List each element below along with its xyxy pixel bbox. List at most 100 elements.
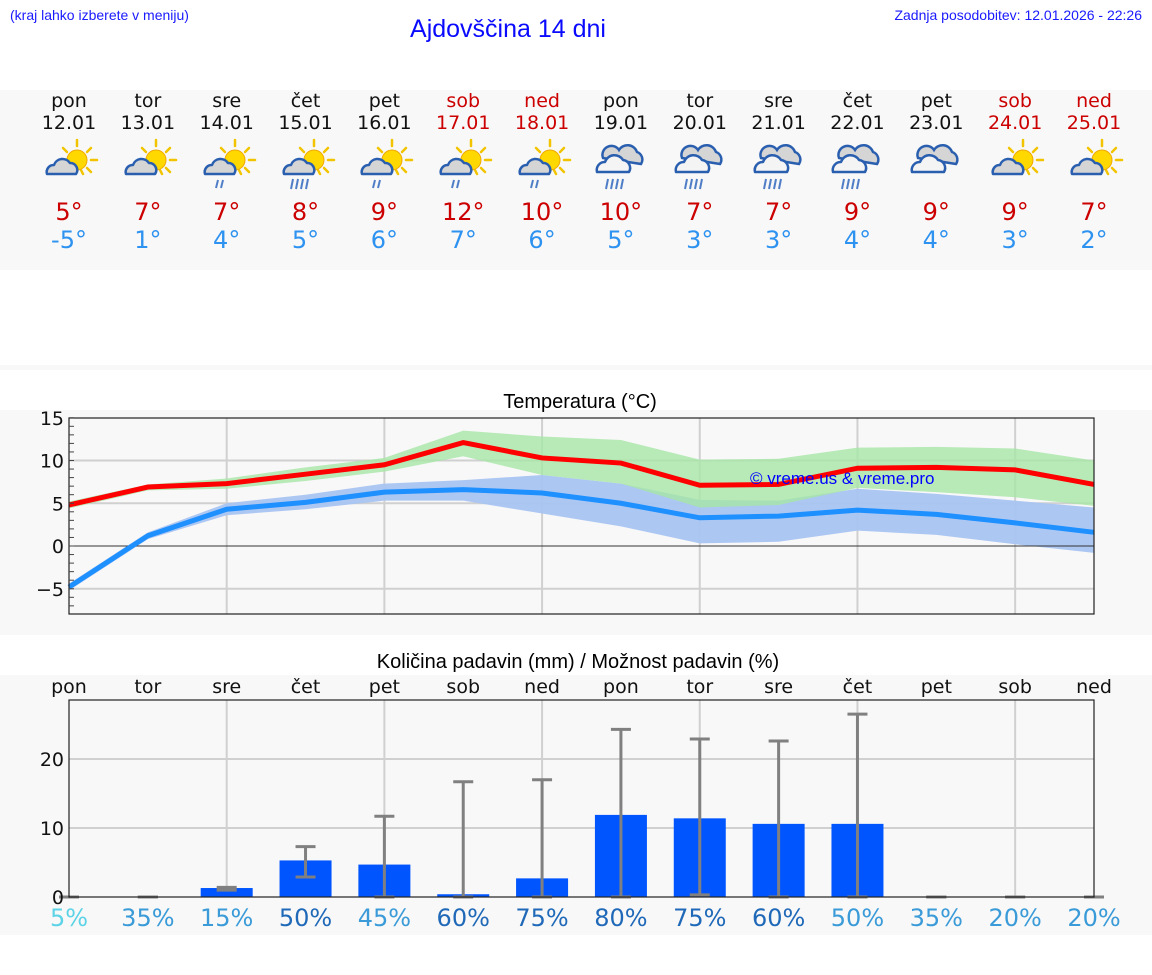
partly-sunny-light-rain-icon bbox=[197, 136, 257, 192]
min-temperature: -5° bbox=[51, 226, 87, 254]
precip-probability: 50% bbox=[279, 904, 332, 932]
precipitation-chart: Količina padavin (mm) / Možnost padavin … bbox=[40, 651, 1121, 932]
day-label: pon bbox=[51, 676, 87, 698]
day-label: pet bbox=[369, 676, 400, 698]
day-name: sob bbox=[998, 90, 1032, 112]
day-date: 17.01 bbox=[436, 112, 491, 134]
day-forecast: čet 22.01 9° 4° bbox=[817, 90, 897, 254]
partly-sunny-light-rain-icon bbox=[354, 136, 414, 192]
day-date: 21.01 bbox=[751, 112, 806, 134]
day-name: ned bbox=[1076, 90, 1112, 112]
day-forecast: sre 21.01 7° 3° bbox=[739, 90, 819, 254]
range-band bbox=[69, 430, 1094, 509]
min-temperature: 4° bbox=[843, 226, 872, 254]
precip-probability: 35% bbox=[121, 904, 174, 932]
day-label: ned bbox=[1076, 676, 1112, 698]
day-label: pet bbox=[921, 676, 952, 698]
partly-sunny-light-rain-icon bbox=[512, 136, 572, 192]
day-date: 20.01 bbox=[672, 112, 727, 134]
day-name: sre bbox=[764, 90, 794, 112]
precip-probability: 45% bbox=[358, 904, 411, 932]
max-temperature: 9° bbox=[843, 198, 872, 226]
day-label: sre bbox=[764, 676, 793, 698]
day-label: ned bbox=[524, 676, 560, 698]
precip-probability: 80% bbox=[594, 904, 647, 932]
min-temperature: 3° bbox=[686, 226, 714, 254]
temperature-chart: Temperatura (°C) −5 0 5 10 15 © vreme.us & vr… bbox=[36, 391, 1095, 615]
y-tick-label: 20 bbox=[40, 749, 64, 771]
day-date: 12.01 bbox=[41, 112, 97, 134]
max-temperature: 9° bbox=[922, 198, 950, 226]
precip-probability: 60% bbox=[752, 904, 805, 932]
precip-probability: 20% bbox=[988, 904, 1041, 932]
day-date: 14.01 bbox=[199, 112, 254, 134]
max-temperature: 7° bbox=[686, 198, 714, 226]
day-forecast: sob 24.01 9° 3° bbox=[975, 90, 1055, 254]
day-forecast: sob 17.01 12° 7° bbox=[423, 90, 503, 254]
max-temperature: 5° bbox=[55, 198, 83, 226]
precip-probability: 20% bbox=[1067, 904, 1120, 932]
day-name: pon bbox=[51, 90, 87, 112]
day-forecast: čet 15.01 8° 5° bbox=[266, 90, 346, 254]
day-name: sob bbox=[446, 90, 481, 112]
day-name: tor bbox=[686, 90, 714, 112]
day-label: tor bbox=[686, 676, 713, 698]
partly-sunny-icon bbox=[985, 136, 1045, 192]
day-label: sob bbox=[998, 676, 1032, 698]
min-temperature: 5° bbox=[607, 226, 635, 254]
cloudy-rain-icon bbox=[827, 136, 887, 192]
min-temperature: 6° bbox=[528, 226, 556, 254]
cloudy-rain-icon bbox=[749, 136, 809, 192]
day-name: čet bbox=[290, 90, 321, 112]
day-forecast: ned 18.01 10° 6° bbox=[502, 90, 582, 254]
min-temperature: 2° bbox=[1080, 226, 1108, 254]
day-label: pon bbox=[603, 676, 639, 698]
temperature-chart-title: Temperatura (°C) bbox=[503, 391, 657, 413]
last-update: Zadnja posodobitev: 12.01.2026 - 22:26 bbox=[894, 7, 1142, 23]
partly-sunny-light-rain-icon bbox=[433, 136, 493, 192]
precip-probability: 5% bbox=[50, 904, 88, 932]
precipitation-chart-title: Količina padavin (mm) / Možnost padavin … bbox=[377, 651, 779, 673]
y-tick-label: 0 bbox=[52, 536, 64, 558]
day-label: čet bbox=[843, 676, 873, 698]
day-label: čet bbox=[291, 676, 321, 698]
day-forecast: tor 13.01 7° 1° bbox=[108, 90, 188, 254]
day-label: sre bbox=[212, 676, 241, 698]
day-name: ned bbox=[524, 90, 560, 112]
day-name: pet bbox=[368, 90, 400, 112]
precip-probability: 75% bbox=[673, 904, 726, 932]
max-temperature: 7° bbox=[1080, 198, 1108, 226]
watermark: © vreme.us & vreme.pro bbox=[750, 469, 934, 488]
day-date: 13.01 bbox=[120, 112, 176, 134]
min-temperature: 1° bbox=[134, 226, 162, 254]
day-forecast: tor 20.01 7° 3° bbox=[660, 90, 740, 254]
precip-probability: 15% bbox=[200, 904, 253, 932]
precip-probability: 75% bbox=[515, 904, 568, 932]
day-forecast: pon 12.01 5° -5° bbox=[29, 90, 109, 254]
menu-hint: (kraj lahko izberete v meniju) bbox=[10, 7, 189, 23]
day-date: 25.01 bbox=[1066, 112, 1122, 134]
max-temperature: 10° bbox=[599, 198, 643, 226]
max-temperature: 9° bbox=[1001, 198, 1029, 226]
precip-probability: 35% bbox=[910, 904, 963, 932]
min-temperature: 6° bbox=[370, 226, 399, 254]
precip-probability: 60% bbox=[437, 904, 490, 932]
cloudy-rain-icon bbox=[670, 136, 730, 192]
day-name: tor bbox=[134, 90, 162, 112]
day-date: 22.01 bbox=[830, 112, 885, 134]
min-temperature: 5° bbox=[291, 226, 320, 254]
day-date: 24.01 bbox=[987, 112, 1043, 134]
day-date: 23.01 bbox=[909, 112, 964, 134]
precip-probability: 50% bbox=[831, 904, 884, 932]
max-temperature: 7° bbox=[764, 198, 793, 226]
min-temperature: 7° bbox=[449, 226, 477, 254]
day-forecast: pet 16.01 9° 6° bbox=[344, 90, 424, 254]
min-temperature: 3° bbox=[764, 226, 793, 254]
day-forecast: pet 23.01 9° 4° bbox=[896, 90, 976, 254]
page-title: Ajdovščina 14 dni bbox=[410, 15, 606, 43]
max-temperature: 7° bbox=[134, 198, 162, 226]
y-tick-label: 10 bbox=[40, 818, 64, 840]
max-temperature: 12° bbox=[441, 198, 485, 226]
y-tick-label: −5 bbox=[36, 579, 64, 601]
day-label: sob bbox=[446, 676, 480, 698]
